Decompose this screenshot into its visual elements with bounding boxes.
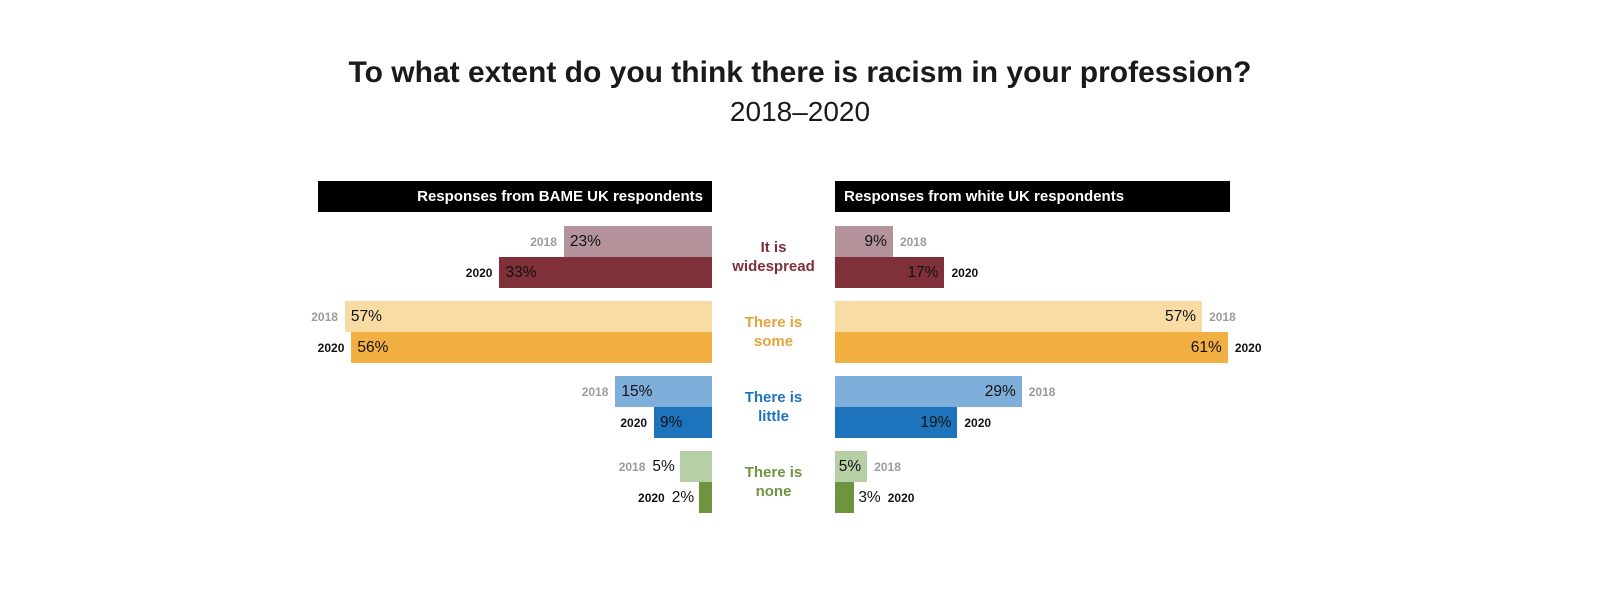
chart-title: To what extent do you think there is rac… xyxy=(348,56,1252,89)
year-label-2018: 2018 xyxy=(1028,384,1056,399)
bar-bame-some-2018: 57% xyxy=(344,301,712,332)
bar-row: 29% 2018 xyxy=(835,376,1230,407)
white-widespread-block: 9% 2018 17% 2020 xyxy=(835,226,1230,288)
value-label: 2% xyxy=(671,488,695,506)
category-label-widespread: It is widespread xyxy=(712,226,835,288)
category-label-text: There is some xyxy=(744,314,803,350)
spacer xyxy=(712,181,835,226)
bar-bame-little-2020: 9% xyxy=(654,407,712,438)
year-label-2018: 2018 xyxy=(618,459,646,474)
bame-little-block: 2018 15% 2020 9% xyxy=(318,376,712,438)
bar-row: 19% 2020 xyxy=(835,407,1230,438)
panel-bame: Responses from BAME UK respondents 2018 … xyxy=(311,181,712,526)
bar-row: 2020 2% xyxy=(318,482,712,513)
year-label-2018: 2018 xyxy=(530,234,557,249)
panel-header-bame: Responses from BAME UK respondents xyxy=(318,181,712,212)
bar-row: 2018 5% xyxy=(318,451,712,482)
category-label-some: There is some xyxy=(712,301,835,363)
white-none-block: 5% 2018 3% 2020 xyxy=(835,451,1230,513)
bar-bame-little-2018: 15% xyxy=(615,376,712,407)
year-label-2018: 2018 xyxy=(899,234,927,249)
bar-white-widespread-2018: 9% xyxy=(835,226,893,257)
value-label: 57% xyxy=(1165,307,1197,325)
year-label-2020: 2020 xyxy=(964,415,992,430)
bar-row: 17% 2020 xyxy=(835,257,1230,288)
value-label: 57% xyxy=(350,307,382,325)
year-label-2018: 2018 xyxy=(1209,309,1236,324)
bar-row: 2020 56% xyxy=(318,332,712,363)
value-label: 9% xyxy=(864,232,887,250)
bar-white-some-2018: 57% xyxy=(835,301,1203,332)
value-label: 5% xyxy=(652,457,675,475)
category-label-little: There is little xyxy=(712,376,835,438)
bar-row: 3% 2020 xyxy=(835,482,1230,513)
value-label: 29% xyxy=(984,382,1016,400)
bar-row: 5% 2018 xyxy=(835,451,1230,482)
category-label-text: It is widespread xyxy=(732,239,815,275)
bar-white-none-2020 xyxy=(835,482,855,513)
year-label-2020: 2020 xyxy=(887,490,915,505)
title-block: To what extent do you think there is rac… xyxy=(0,56,1600,128)
bar-row: 57% 2018 xyxy=(835,301,1236,332)
bar-bame-none-2018 xyxy=(679,451,712,482)
panel-white-rows: 9% 2018 17% 2020 57% xyxy=(835,212,1262,513)
value-label: 33% xyxy=(505,263,537,281)
bar-row: 9% 2018 xyxy=(835,226,1230,257)
bar-row: 61% 2020 xyxy=(835,332,1262,363)
panel-header-bame-label: Responses from BAME UK respondents xyxy=(417,188,703,205)
value-label: 15% xyxy=(621,382,653,400)
panel-white: Responses from white UK respondents 9% 2… xyxy=(835,181,1262,526)
value-label: 3% xyxy=(858,488,881,506)
value-label: 5% xyxy=(838,457,862,475)
category-label-none: There is none xyxy=(712,451,835,513)
value-label: 56% xyxy=(357,338,389,356)
year-label-2020: 2020 xyxy=(951,265,979,280)
bar-row: 2020 9% xyxy=(318,407,712,438)
bame-none-block: 2018 5% 2020 2% xyxy=(318,451,712,513)
bar-row: 2020 33% xyxy=(318,257,712,288)
bar-bame-some-2020: 56% xyxy=(351,332,712,363)
bame-some-block: 2018 57% 2020 56% xyxy=(311,301,712,363)
year-label-2020: 2020 xyxy=(317,340,345,355)
year-label-2020: 2020 xyxy=(1234,340,1262,355)
bar-white-some-2020: 61% xyxy=(835,332,1228,363)
bar-white-little-2020: 19% xyxy=(835,407,958,438)
value-label: 23% xyxy=(569,232,601,250)
bar-bame-widespread-2020: 33% xyxy=(499,257,712,288)
bar-row: 2018 57% xyxy=(311,301,712,332)
bar-white-little-2018: 29% xyxy=(835,376,1022,407)
year-label-2018: 2018 xyxy=(311,309,338,324)
category-label-text: There is little xyxy=(744,389,803,425)
value-label: 9% xyxy=(660,413,683,431)
value-label: 19% xyxy=(920,413,952,431)
year-label-2018: 2018 xyxy=(581,384,609,399)
category-labels-column: It is widespread There is some There is … xyxy=(712,181,835,526)
value-label: 61% xyxy=(1190,338,1222,356)
panel-bame-rows: 2018 23% 2020 33% 2018 xyxy=(311,212,712,513)
bar-bame-widespread-2018: 23% xyxy=(563,226,712,257)
bar-white-widespread-2020: 17% xyxy=(835,257,945,288)
diverging-bar-chart: Responses from BAME UK respondents 2018 … xyxy=(311,181,1262,526)
category-label-text: There is none xyxy=(744,464,803,500)
value-label: 17% xyxy=(907,263,939,281)
bar-row: 2018 15% xyxy=(318,376,712,407)
white-some-block: 57% 2018 61% 2020 xyxy=(835,301,1262,363)
year-label-2020: 2020 xyxy=(638,490,665,505)
bame-widespread-block: 2018 23% 2020 33% xyxy=(318,226,712,288)
white-little-block: 29% 2018 19% 2020 xyxy=(835,376,1230,438)
year-label-2020: 2020 xyxy=(465,265,493,280)
panel-header-white: Responses from white UK respondents xyxy=(835,181,1230,212)
year-label-2018: 2018 xyxy=(874,459,901,474)
bar-row: 2018 23% xyxy=(318,226,712,257)
year-label-2020: 2020 xyxy=(620,415,648,430)
bar-bame-none-2020 xyxy=(699,482,712,513)
panel-header-white-label: Responses from white UK respondents xyxy=(844,188,1125,205)
bar-white-none-2018: 5% xyxy=(835,451,868,482)
chart-subtitle: 2018–2020 xyxy=(729,96,871,127)
